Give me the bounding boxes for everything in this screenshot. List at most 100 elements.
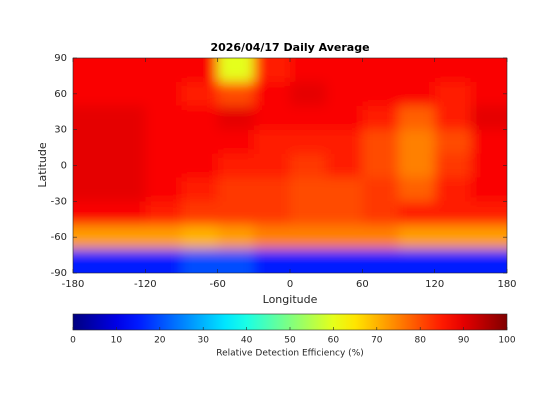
heatmap-cell bbox=[73, 81, 110, 107]
heatmap-cell bbox=[290, 81, 327, 107]
colorbar-tick-label: 40 bbox=[241, 336, 253, 346]
heatmap-cell bbox=[362, 105, 399, 131]
heatmap-cell bbox=[398, 105, 436, 131]
heatmap-cell bbox=[470, 129, 507, 155]
colorbar-tick-label: 80 bbox=[414, 336, 426, 346]
heatmap-cell bbox=[145, 105, 182, 131]
heatmap-cell bbox=[326, 177, 363, 202]
x-tick-label: -180 bbox=[62, 279, 85, 290]
heatmap-cell bbox=[470, 249, 507, 273]
heatmap-cell bbox=[217, 58, 255, 83]
heatmap-cell bbox=[73, 105, 110, 131]
heatmap-cell bbox=[217, 225, 255, 250]
heatmap-cell bbox=[398, 249, 436, 273]
heatmap-cell bbox=[434, 129, 472, 155]
heatmap-cell bbox=[181, 58, 219, 83]
heatmap-cell bbox=[326, 105, 363, 131]
heatmap-cell bbox=[398, 129, 436, 155]
heatmap-cell bbox=[290, 58, 327, 83]
heatmap-cell bbox=[253, 129, 291, 155]
heatmap-cell bbox=[398, 201, 436, 226]
colorbar-label: Relative Detection Efficiency (%) bbox=[216, 349, 364, 359]
heatmap-cell bbox=[109, 225, 146, 250]
x-tick-label: -60 bbox=[209, 279, 225, 290]
heatmap-cell bbox=[217, 81, 255, 107]
x-axis-label: Longitude bbox=[263, 293, 318, 306]
heatmap-cell bbox=[326, 249, 363, 273]
x-tick-label: 120 bbox=[425, 279, 444, 290]
heatmap-cell bbox=[362, 249, 399, 273]
heatmap-cell bbox=[362, 153, 399, 178]
heatmap-cell bbox=[73, 58, 110, 83]
heatmap-cell bbox=[181, 81, 219, 107]
heatmap-cell bbox=[326, 225, 363, 250]
heatmap-cell bbox=[181, 129, 219, 155]
x-tick-label: 60 bbox=[356, 279, 369, 290]
heatmap-cell bbox=[217, 177, 255, 202]
heatmap-cell bbox=[181, 249, 219, 273]
heatmap-cell bbox=[470, 225, 507, 250]
colorbar-tick-label: 100 bbox=[498, 336, 515, 346]
heatmap-cell bbox=[73, 249, 110, 273]
heatmap-cell bbox=[253, 153, 291, 178]
colorbar-tick-label: 30 bbox=[197, 336, 209, 346]
heatmap-cell bbox=[470, 105, 507, 131]
heatmap-cell bbox=[470, 58, 507, 83]
heatmap-cell bbox=[217, 105, 255, 131]
heatmap-cells bbox=[73, 58, 507, 273]
heatmap-cell bbox=[109, 153, 146, 178]
heatmap-cell bbox=[145, 129, 182, 155]
heatmap-cell bbox=[145, 225, 182, 250]
heatmap-cell bbox=[290, 177, 327, 202]
heatmap-cell bbox=[109, 249, 146, 273]
heatmap-cell bbox=[217, 129, 255, 155]
x-tick-label: 0 bbox=[287, 279, 293, 290]
heatmap-cell bbox=[181, 201, 219, 226]
heatmap bbox=[73, 58, 507, 273]
heatmap-cell bbox=[145, 201, 182, 226]
heatmap-cell bbox=[434, 177, 472, 202]
heatmap-cell bbox=[109, 81, 146, 107]
heatmap-cell bbox=[253, 225, 291, 250]
heatmap-cell bbox=[181, 105, 219, 131]
heatmap-cell bbox=[362, 58, 399, 83]
heatmap-cell bbox=[470, 201, 507, 226]
heatmap-cell bbox=[362, 201, 399, 226]
y-axis-label: Latitude bbox=[36, 142, 49, 188]
heatmap-cell bbox=[326, 153, 363, 178]
colorbar-tick-label: 60 bbox=[328, 336, 340, 346]
y-tick-label: 30 bbox=[54, 125, 67, 136]
heatmap-cell bbox=[145, 177, 182, 202]
heatmap-cell bbox=[326, 201, 363, 226]
colorbar-tick-label: 90 bbox=[458, 336, 470, 346]
heatmap-cell bbox=[73, 201, 110, 226]
y-tick-label: -60 bbox=[51, 232, 67, 243]
heatmap-cell bbox=[253, 58, 291, 83]
heatmap-cell bbox=[470, 153, 507, 178]
heatmap-cell bbox=[145, 81, 182, 107]
colorbar-tick-label: 70 bbox=[371, 336, 383, 346]
heatmap-cell bbox=[181, 177, 219, 202]
colorbar-tick-label: 0 bbox=[70, 336, 76, 346]
heatmap-cell bbox=[73, 225, 110, 250]
heatmap-cell bbox=[434, 153, 472, 178]
heatmap-cell bbox=[434, 249, 472, 273]
heatmap-cell bbox=[362, 177, 399, 202]
heatmap-cell bbox=[217, 153, 255, 178]
y-tick-label: 60 bbox=[54, 89, 67, 100]
heatmap-cell bbox=[434, 225, 472, 250]
heatmap-cell bbox=[73, 153, 110, 178]
heatmap-cell bbox=[109, 177, 146, 202]
y-tick-label: 0 bbox=[61, 161, 67, 172]
heatmap-cell bbox=[145, 153, 182, 178]
colorbar-tick-label: 20 bbox=[154, 336, 166, 346]
y-tick-label: -90 bbox=[51, 268, 67, 279]
heatmap-cell bbox=[253, 81, 291, 107]
heatmap-cell bbox=[145, 249, 182, 273]
heatmap-cell bbox=[290, 225, 327, 250]
heatmap-cell bbox=[290, 153, 327, 178]
heatmap-cell bbox=[290, 201, 327, 226]
colorbar-tick-label: 50 bbox=[284, 336, 296, 346]
y-tick-label: 90 bbox=[54, 53, 67, 64]
heatmap-cell bbox=[73, 177, 110, 202]
